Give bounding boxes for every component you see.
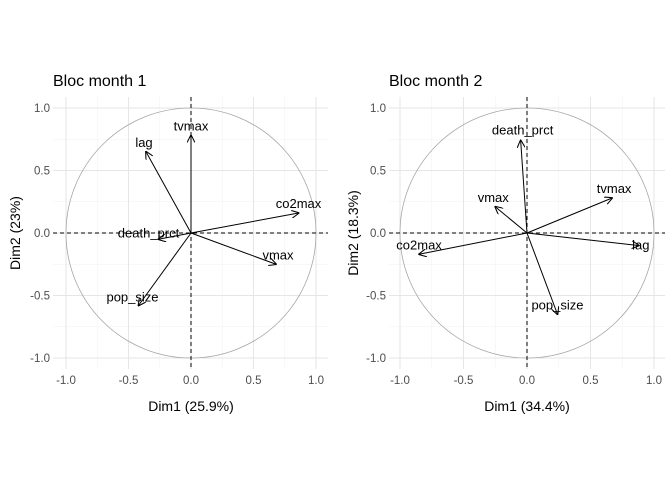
variable-label: vmax xyxy=(478,190,510,205)
y-tick-label: 0.5 xyxy=(34,166,50,178)
x-tick-label: 0.5 xyxy=(583,375,599,387)
variable-label: tvmax xyxy=(174,119,209,134)
x-axis-title: Dim1 (25.9%) xyxy=(148,398,234,414)
variable-label: lag xyxy=(135,135,152,150)
x-tick-label: 0.0 xyxy=(519,375,535,387)
variable-label: pop_size xyxy=(531,297,583,312)
variable-labels: tvmax lag co2max death_prct vmax pop_siz… xyxy=(106,119,321,305)
variable-label: co2max xyxy=(396,237,442,252)
chart-title: Bloc month 2 xyxy=(389,73,482,90)
plot-marks xyxy=(389,97,665,369)
variable-arrow-co2max xyxy=(190,213,299,234)
y-tick-label: 1.0 xyxy=(370,103,386,115)
y-axis-title: Dim2 (23%) xyxy=(7,196,23,270)
panel-bloc-month-2: Bloc month 2 Dim1 (34.4%) Dim2 (18.3%) -… xyxy=(345,73,665,414)
variable-labels: death_prct tvmax vmax lag co2max pop_siz… xyxy=(396,123,649,313)
variable-label: tvmax xyxy=(597,181,632,196)
variable-label: death_prct xyxy=(492,123,554,138)
variable-label: pop_size xyxy=(106,290,158,305)
y-tick-label: -0.5 xyxy=(366,291,386,303)
chart-title: Bloc month 1 xyxy=(53,73,146,90)
variable-arrow-lag xyxy=(146,152,192,234)
y-axis-ticks: -1.0 -0.5 0.0 0.5 1.0 xyxy=(30,103,50,365)
y-tick-label: -0.5 xyxy=(30,291,50,303)
y-tick-label: 0.0 xyxy=(34,228,50,240)
x-tick-label: 0.5 xyxy=(246,375,262,387)
variable-label: death_prct xyxy=(118,225,180,240)
panel-bloc-month-1: Bloc month 1 Dim1 (25.9%) Dim2 (23%) -1.… xyxy=(7,73,328,414)
variable-arrow-death-prct xyxy=(159,232,192,239)
x-tick-label: -1.0 xyxy=(390,375,410,387)
x-axis-ticks: -1.0 -0.5 0.0 0.5 1.0 xyxy=(390,375,662,387)
y-tick-label: 0.5 xyxy=(370,166,386,178)
x-tick-label: -1.0 xyxy=(56,375,76,387)
variable-arrow-pop-size xyxy=(139,232,192,306)
variable-label: vmax xyxy=(262,247,294,262)
x-tick-label: 0.0 xyxy=(183,375,199,387)
variable-arrow-lag xyxy=(526,232,639,246)
x-axis-ticks: -1.0 -0.5 0.0 0.5 1.0 xyxy=(56,375,324,387)
y-tick-label: 0.0 xyxy=(370,228,386,240)
y-axis-title: Dim2 (18.3%) xyxy=(345,190,361,276)
x-tick-label: 1.0 xyxy=(308,375,324,387)
plot-marks xyxy=(53,97,328,369)
y-tick-label: -1.0 xyxy=(30,353,50,365)
variable-label: co2max xyxy=(276,196,322,211)
y-axis-ticks: -1.0 -0.5 0.0 0.5 1.0 xyxy=(366,103,386,365)
x-tick-label: -0.5 xyxy=(454,375,474,387)
x-tick-label: 1.0 xyxy=(646,375,662,387)
variable-label: lag xyxy=(632,238,649,253)
x-axis-title: Dim1 (34.4%) xyxy=(484,398,570,414)
variable-arrow-vmax xyxy=(190,232,276,264)
variable-arrow-death-prct xyxy=(521,141,528,234)
variable-arrow-pop-size xyxy=(526,232,557,314)
variable-arrow-vmax xyxy=(495,207,528,234)
y-tick-label: -1.0 xyxy=(366,353,386,365)
x-tick-label: -0.5 xyxy=(119,375,139,387)
variable-arrow-tvmax xyxy=(526,198,612,234)
variable-arrow-co2max xyxy=(419,232,528,254)
y-tick-label: 1.0 xyxy=(34,103,50,115)
